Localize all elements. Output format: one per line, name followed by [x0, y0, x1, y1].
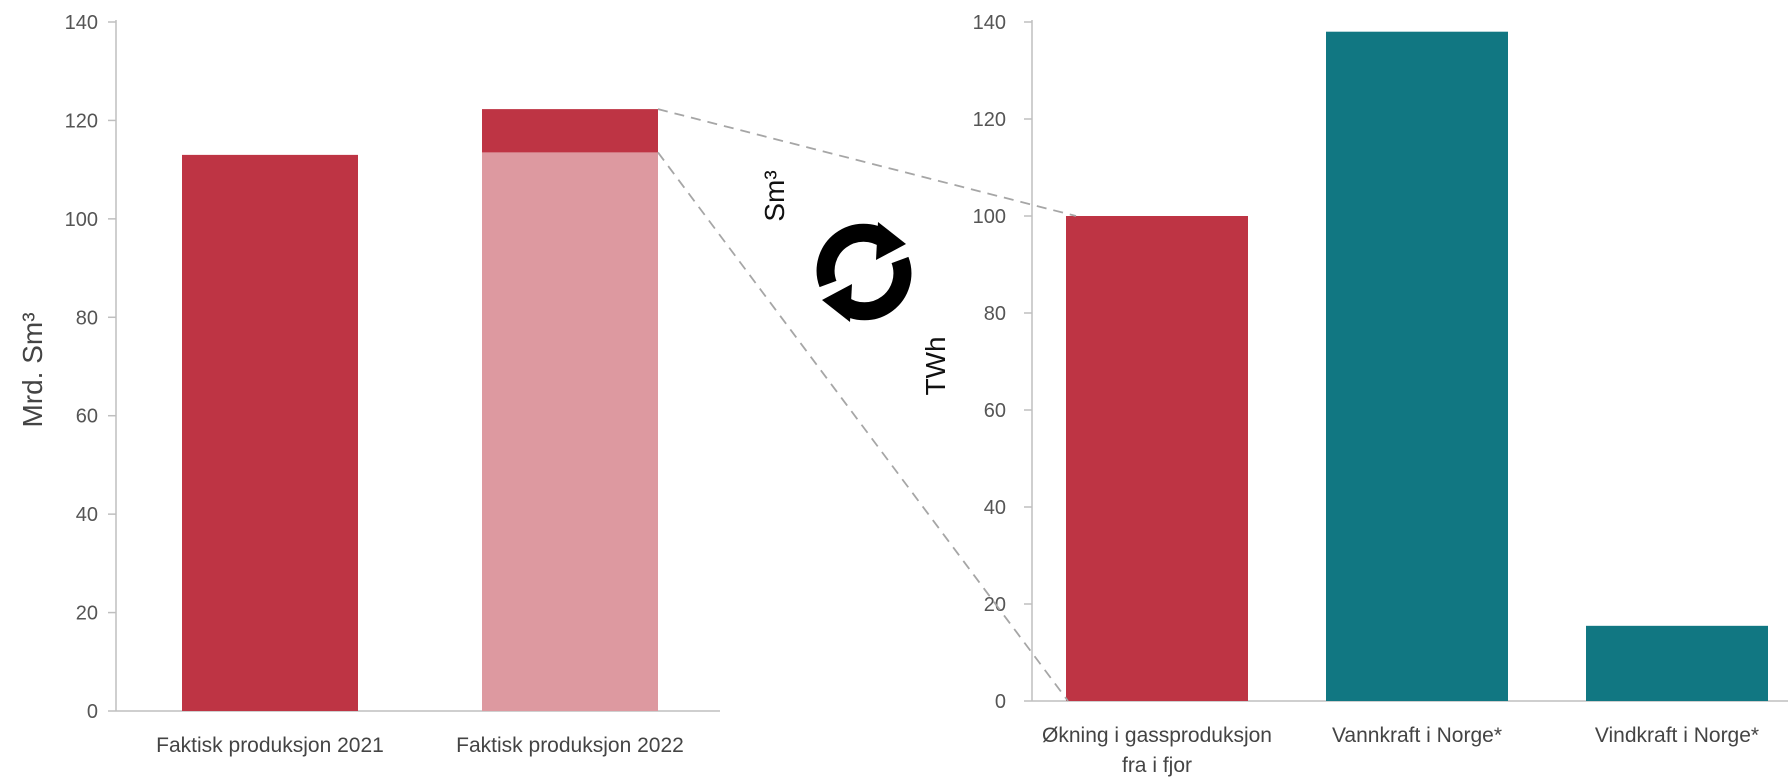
right-y-tick-label: 100: [973, 206, 1006, 228]
right-category-label: Vannkraft i Norge*: [1332, 724, 1502, 747]
left-y-tick-label: 40: [76, 504, 98, 526]
left-y-tick-label: 0: [87, 701, 98, 723]
right-category-label: Vindkraft i Norge*: [1595, 724, 1759, 747]
right-y-tick-label: 60: [984, 400, 1006, 422]
right-category-label: Økning i gassproduksjon fra i fjor: [1042, 724, 1272, 777]
unit-bottom-label: TWh: [920, 336, 951, 395]
right-y-tick-label: 20: [984, 594, 1006, 616]
left-y-axis-label: Mrd. Sm³: [17, 312, 48, 427]
right-category-label-line: Vannkraft i Norge*: [1332, 724, 1502, 747]
right-y-tick-label: 0: [995, 691, 1006, 713]
left-chart: 0 20 40 60 80 100 120 140 Faktisk produksjon 202…: [65, 12, 720, 757]
connector-line-top: [657, 108, 1077, 217]
refresh-arrows-icon: [816, 222, 912, 322]
right-category-label-line: fra i fjor: [1122, 754, 1192, 777]
left-y-tick-label: 120: [65, 110, 98, 132]
right-category-label-line: Økning i gassproduksjon: [1042, 724, 1272, 747]
right-y-tick-label: 40: [984, 497, 1006, 519]
left-y-tick-label: 20: [76, 603, 98, 625]
left-bar-2-segment-1: [482, 152, 658, 712]
left-category-label: Faktisk produksjon 2022: [456, 734, 684, 757]
right-chart: 0 20 40 60 80 100 120 140 Økning i gassproduksjo…: [973, 12, 1788, 777]
right-bar-2: [1326, 31, 1508, 701]
right-y-tick-label: 120: [973, 109, 1006, 131]
right-y-tick-label: 80: [984, 303, 1006, 325]
zoom-connectors: [657, 108, 1077, 702]
right-bar-1: [1066, 216, 1248, 701]
left-y-tick-label: 60: [76, 406, 98, 428]
unit-top-label: Sm³: [759, 170, 790, 221]
left-y-tick-label: 100: [65, 209, 98, 231]
right-y-tick-label: 140: [973, 12, 1006, 34]
right-category-label-line: Vindkraft i Norge*: [1595, 724, 1759, 747]
right-bar-3: [1586, 625, 1768, 701]
connector-line-bottom: [657, 151, 1069, 702]
left-bar-1-segment-1: [182, 154, 358, 712]
left-bar-2-segment-2: [482, 109, 658, 153]
left-y-tick-label: 140: [65, 12, 98, 34]
left-y-tick-label: 80: [76, 307, 98, 329]
left-category-label: Faktisk produksjon 2021: [156, 734, 384, 757]
